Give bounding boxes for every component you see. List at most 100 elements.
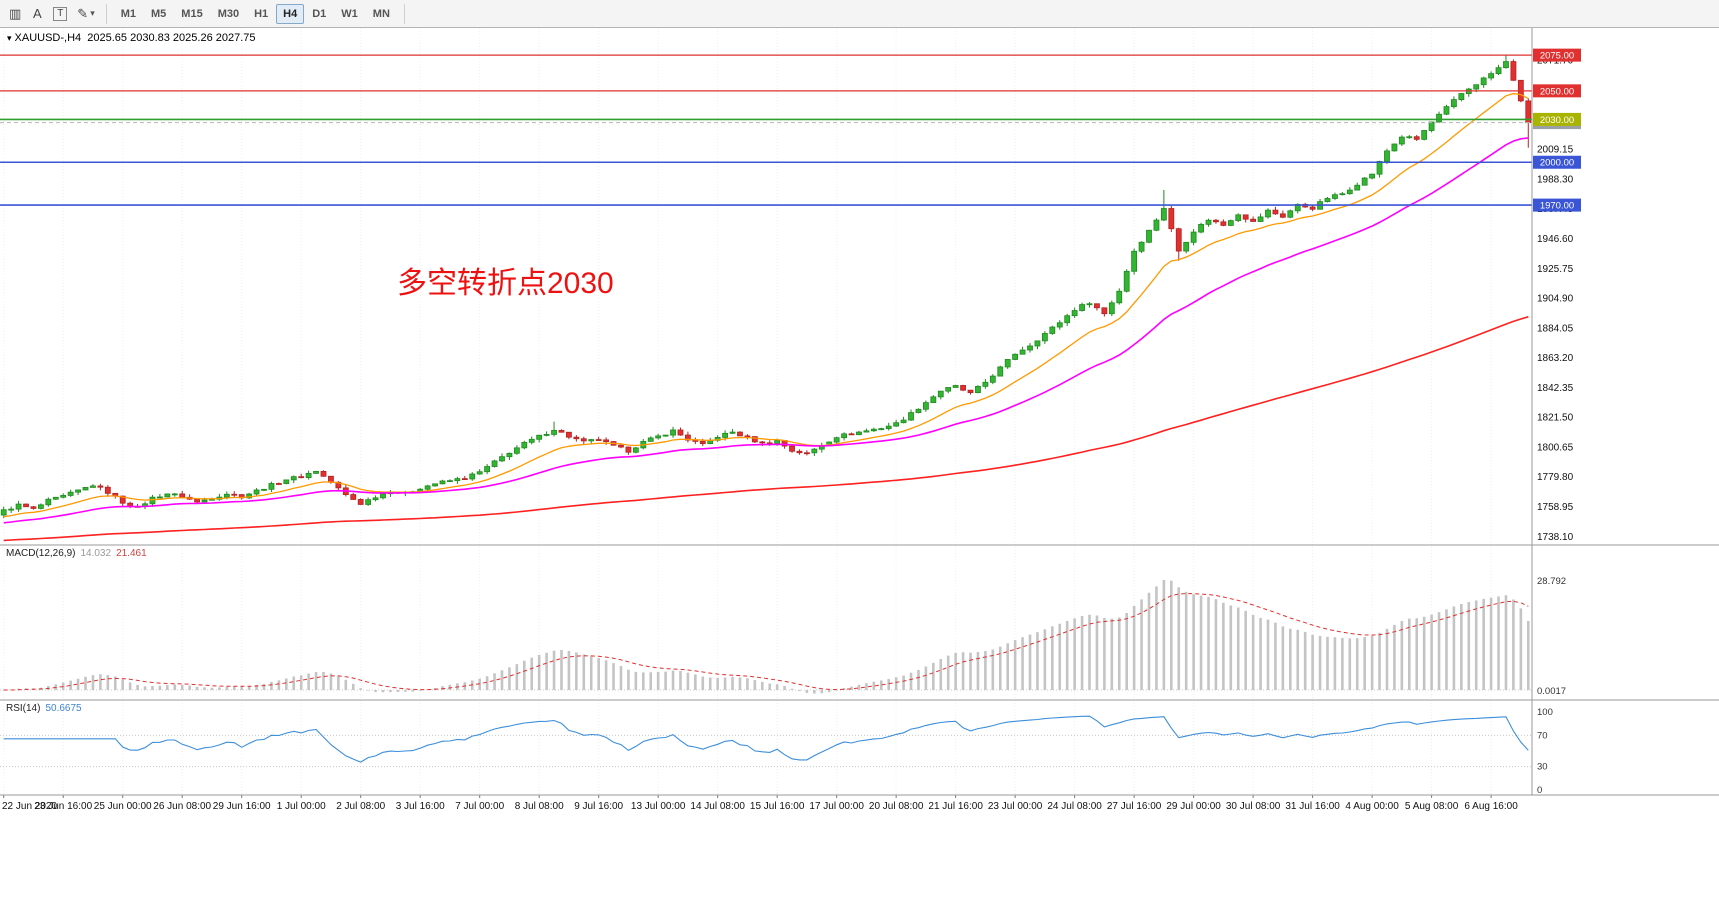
moving-averages [3, 92, 1529, 542]
svg-text:2075.00: 2075.00 [1540, 51, 1574, 62]
svg-text:1800.65: 1800.65 [1537, 442, 1574, 453]
rsi-indicator-label: RSI(14) 50.6675 [6, 703, 82, 714]
svg-text:1842.35: 1842.35 [1537, 383, 1574, 394]
timeframe-button-mn[interactable]: MN [372, 7, 390, 20]
svg-text:1884.05: 1884.05 [1537, 323, 1574, 334]
chevron-down-icon: ▾ [90, 8, 95, 18]
chart-bars-icon[interactable]: ▥ [5, 3, 25, 25]
svg-text:1738.10: 1738.10 [1537, 532, 1574, 543]
svg-text:17 Jul 00:00: 17 Jul 00:00 [809, 801, 864, 812]
svg-text:2009.15: 2009.15 [1537, 145, 1574, 156]
candlestick-series [0, 54, 1532, 519]
chart-annotation-text: 多空转折点2030 [397, 267, 614, 300]
svg-text:5 Aug 08:00: 5 Aug 08:00 [1405, 801, 1459, 812]
timeframe-button-m15[interactable]: M15 [181, 7, 203, 20]
timeframe-button-h1[interactable]: H1 [254, 7, 269, 20]
symbol-dropdown-icon[interactable]: ▾ [7, 33, 12, 43]
chart-symbol-period: XAUUSD-,H4 [14, 32, 82, 44]
svg-text:1863.20: 1863.20 [1537, 353, 1574, 364]
svg-text:13 Jul 00:00: 13 Jul 00:00 [631, 801, 686, 812]
svg-text:4 Aug 00:00: 4 Aug 00:00 [1345, 801, 1399, 812]
draw-tools-icon: ✎ [77, 5, 89, 21]
svg-text:1904.90: 1904.90 [1537, 294, 1574, 305]
macd-signal-line [3, 593, 1529, 691]
svg-text:29 Jul 00:00: 29 Jul 00:00 [1166, 801, 1221, 812]
svg-text:29 Jun 16:00: 29 Jun 16:00 [213, 801, 271, 812]
ma-mid-line [3, 137, 1529, 524]
price-badge-1970.00 [1533, 198, 1581, 212]
svg-text:2000.00: 2000.00 [1540, 158, 1574, 169]
svg-text:1 Jul 00:00: 1 Jul 00:00 [277, 801, 326, 812]
panel-borders [0, 28, 1719, 796]
svg-text:1779.80: 1779.80 [1537, 472, 1574, 483]
svg-text:22 Jun 2020: 22 Jun 2020 [2, 801, 57, 812]
svg-text:1946.60: 1946.60 [1537, 234, 1574, 245]
svg-text:26 Jun 08:00: 26 Jun 08:00 [153, 801, 211, 812]
draw-tools-dropdown[interactable]: ✎ ▾ [73, 3, 98, 25]
svg-text:14 Jul 08:00: 14 Jul 08:00 [690, 801, 745, 812]
macd-name: MACD(12,26,9) [6, 548, 76, 559]
price-badge-2050.00 [1533, 84, 1581, 98]
svg-text:27 Jul 16:00: 27 Jul 16:00 [1107, 801, 1162, 812]
timeframe-button-w1[interactable]: W1 [341, 7, 358, 20]
price-badge-2075.00 [1533, 48, 1581, 62]
svg-text:100: 100 [1537, 707, 1553, 718]
timeframe-button-h4[interactable]: H4 [276, 3, 305, 24]
rsi-panel: 100 70 30 0 [0, 707, 1553, 796]
macd-scale-min: 0.0017 [1537, 686, 1566, 697]
svg-text:3 Jul 16:00: 3 Jul 16:00 [396, 801, 445, 812]
svg-text:0: 0 [1537, 785, 1542, 796]
svg-text:1988.30: 1988.30 [1537, 174, 1574, 185]
macd-value-signal: 21.461 [116, 548, 147, 559]
svg-text:9 Jul 16:00: 9 Jul 16:00 [574, 801, 623, 812]
ma-fast-line [3, 92, 1529, 518]
macd-panel: 28.792 0.0017 [0, 576, 1566, 697]
chart-ohlc-values: 2025.65 2030.83 2025.26 2027.75 [87, 32, 256, 44]
rsi-line [3, 715, 1529, 763]
svg-text:70: 70 [1537, 730, 1548, 741]
macd-value-main: 14.032 [80, 548, 112, 559]
svg-text:1970.00: 1970.00 [1540, 201, 1574, 212]
svg-text:1821.50: 1821.50 [1537, 413, 1574, 424]
timeframe-button-m30[interactable]: M30 [217, 7, 240, 20]
timeframe-toolbar: M1 M5 M15 M30 H1 H4 D1 W1 MN [114, 3, 397, 24]
svg-text:2 Jul 08:00: 2 Jul 08:00 [336, 801, 385, 812]
svg-text:23 Jun 16:00: 23 Jun 16:00 [34, 801, 92, 812]
price-badge-2000.00 [1533, 155, 1581, 169]
svg-text:1925.75: 1925.75 [1537, 264, 1574, 275]
text-tool-button[interactable]: A [27, 3, 47, 25]
svg-text:23 Jul 00:00: 23 Jul 00:00 [988, 801, 1043, 812]
timeframe-button-m5[interactable]: M5 [151, 7, 167, 20]
svg-text:30 Jul 08:00: 30 Jul 08:00 [1226, 801, 1281, 812]
horizontal-lines [0, 54, 1532, 206]
rsi-name: RSI(14) [6, 703, 41, 714]
svg-text:6 Aug 16:00: 6 Aug 16:00 [1464, 801, 1518, 812]
svg-text:25 Jun 00:00: 25 Jun 00:00 [94, 801, 152, 812]
text-frame-icon: T [53, 6, 68, 21]
macd-indicator-label: MACD(12,26,9) 14.032 21.461 [6, 548, 147, 559]
svg-text:24 Jul 08:00: 24 Jul 08:00 [1047, 801, 1102, 812]
text-frame-tool-button[interactable]: T [49, 3, 71, 25]
chart-title: ▾ XAUUSD-,H4 2025.65 2030.83 2025.26 2027… [7, 32, 256, 44]
text-tool-icon: A [32, 6, 42, 21]
chart-bars-glyph: ▥ [9, 5, 22, 21]
timeframe-button-d1[interactable]: D1 [312, 7, 327, 20]
svg-text:8 Jul 08:00: 8 Jul 08:00 [515, 801, 564, 812]
svg-text:7 Jul 00:00: 7 Jul 00:00 [455, 801, 504, 812]
toolbar-separator [105, 3, 107, 24]
macd-scale-max: 28.792 [1537, 576, 1566, 587]
toolbar-separator [403, 3, 405, 24]
price-axis: 2071.702050.852030.002009.151988.301967.… [1533, 48, 1581, 543]
svg-text:2050.00: 2050.00 [1540, 86, 1574, 97]
price-badge-2030.00 [1533, 112, 1581, 126]
svg-text:20 Jul 08:00: 20 Jul 08:00 [869, 801, 924, 812]
svg-text:31 Jul 16:00: 31 Jul 16:00 [1285, 801, 1340, 812]
svg-text:30: 30 [1537, 762, 1548, 773]
svg-text:1758.95: 1758.95 [1537, 502, 1574, 513]
svg-text:21 Jul 16:00: 21 Jul 16:00 [928, 801, 983, 812]
timeframe-button-m1[interactable]: M1 [120, 7, 137, 20]
svg-text:2030.00: 2030.00 [1540, 115, 1574, 126]
svg-text:15 Jul 16:00: 15 Jul 16:00 [750, 801, 805, 812]
